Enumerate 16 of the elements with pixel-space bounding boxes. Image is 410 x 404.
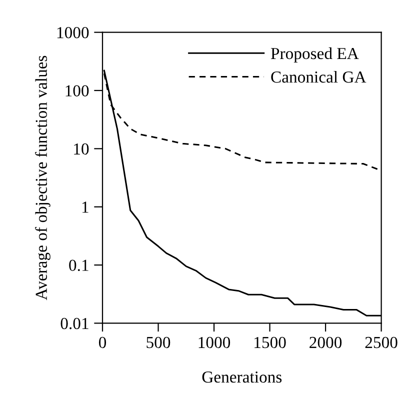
legend-label: Proposed EA <box>270 47 359 63</box>
y-axis-title: Average of objective function values <box>35 56 50 300</box>
y-tick-label: 0.01 <box>60 318 88 330</box>
y-tick-label: 1000 <box>57 27 89 38</box>
x-tick-label: 0 <box>98 336 106 348</box>
x-axis-title: Generations <box>202 371 282 383</box>
x-tick-label: 1500 <box>254 336 286 348</box>
y-tick-label: 1 <box>82 202 88 213</box>
y-tick-label: 10 <box>74 143 89 155</box>
x-tick-label: 1000 <box>198 336 230 348</box>
x-tick-label: 500 <box>146 336 170 348</box>
x-tick-label: 2500 <box>365 336 398 348</box>
y-tick-label: 0.1 <box>69 260 88 272</box>
legend-label: Canonical GA <box>271 70 366 83</box>
y-tick-label: 100 <box>66 85 89 96</box>
x-tick-label: 2000 <box>310 336 342 348</box>
